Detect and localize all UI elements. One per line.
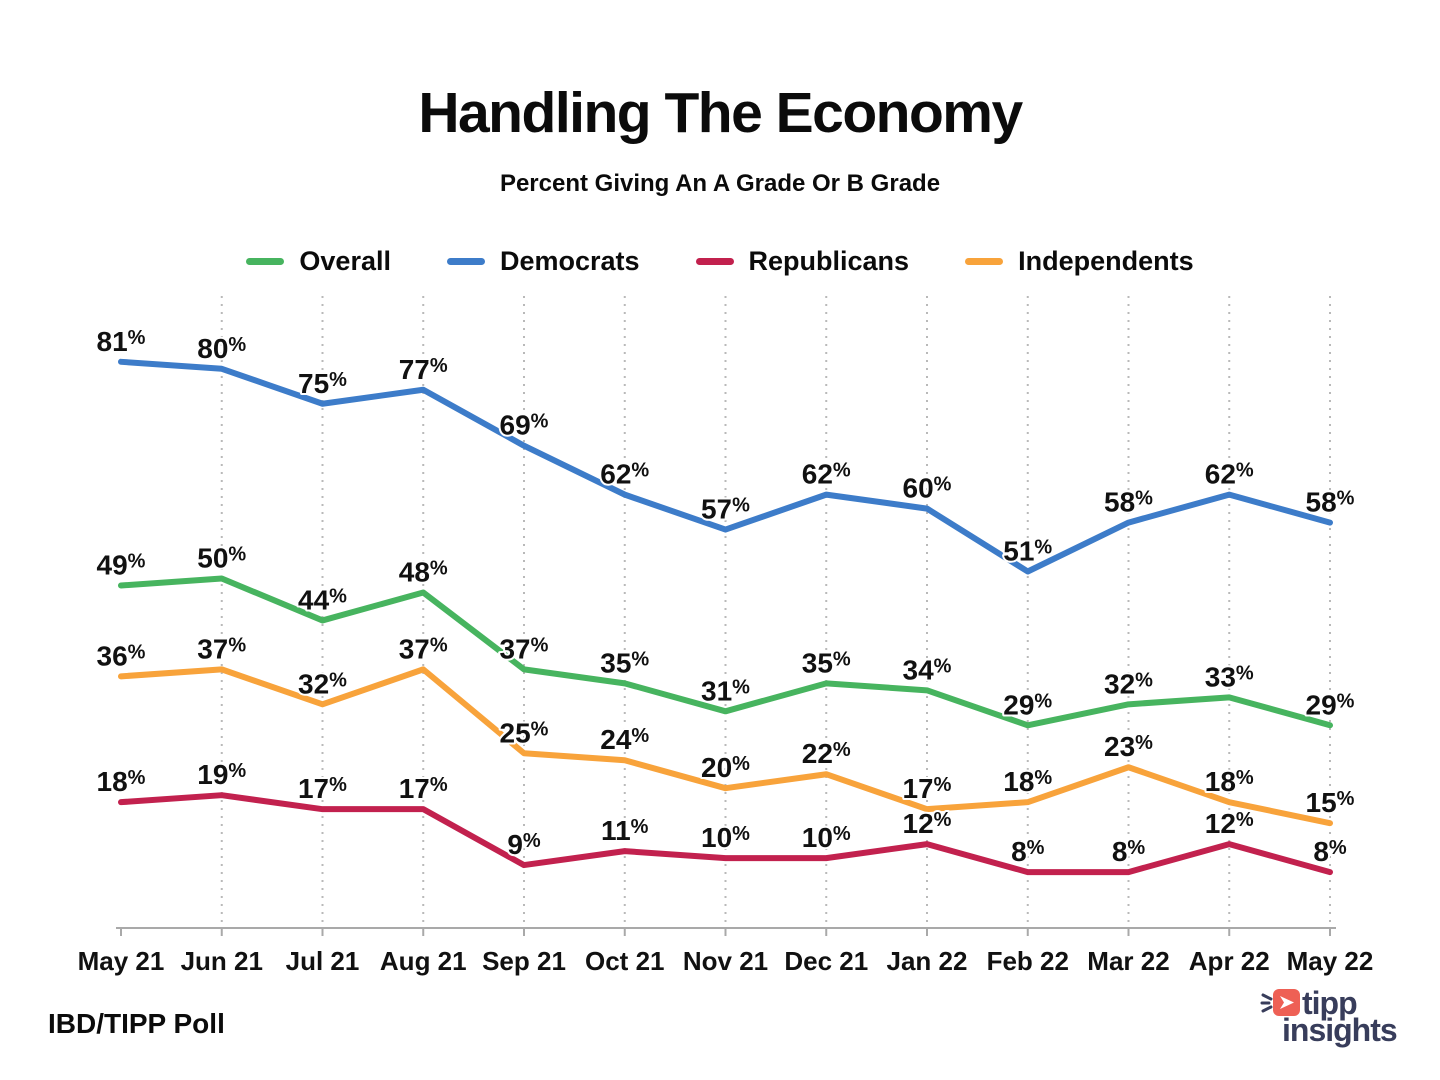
data-label: 35%: [600, 647, 649, 678]
legend-item-democrats: Democrats: [446, 246, 640, 277]
data-label: 37%: [500, 633, 549, 664]
data-label: 22%: [802, 738, 851, 769]
data-label: 8%: [1112, 836, 1146, 867]
brand-logo: tipp insights: [1260, 986, 1410, 1046]
data-label: 35%: [802, 647, 851, 678]
series-line-republicans: [118, 792, 1333, 876]
x-axis-label: Oct 21: [585, 946, 665, 976]
brand-name-bottom: insights: [1282, 1012, 1398, 1048]
data-label: 8%: [1313, 836, 1347, 867]
legend-dash-icon: [446, 258, 485, 265]
data-label: 32%: [298, 668, 347, 699]
data-label: 44%: [298, 584, 347, 615]
source-label: IBD/TIPP Poll: [48, 1008, 225, 1039]
legend-dash-icon: [695, 258, 734, 265]
data-label: 58%: [1104, 487, 1153, 518]
x-axis-label: Feb 22: [987, 946, 1069, 976]
series-labels-independents: 36% 37% 32% 37% 25% 24% 20% 22% 17% 18% 23% 18% 15%: [95, 631, 1357, 820]
data-label: 34%: [903, 654, 952, 685]
legend-item-republicans: Republicans: [695, 246, 910, 277]
data-label: 20%: [701, 752, 750, 783]
data-label: 58%: [1306, 487, 1355, 518]
data-label: 80%: [197, 333, 246, 364]
brand-name-top: tipp: [1302, 985, 1358, 1021]
data-label: 18%: [1205, 766, 1254, 797]
data-label: 24%: [600, 724, 649, 755]
data-label: 49%: [97, 549, 146, 580]
data-label: 57%: [701, 494, 750, 525]
data-label: 32%: [1104, 668, 1153, 699]
data-label: 50%: [197, 543, 246, 574]
series-line-overall: [118, 575, 1333, 729]
data-label: 29%: [1306, 689, 1355, 720]
data-label: 33%: [1205, 661, 1254, 692]
legend-label: Democrats: [499, 246, 640, 276]
data-label: 19%: [197, 759, 246, 790]
legend-label: Overall: [299, 246, 391, 276]
data-label: 18%: [1003, 766, 1052, 797]
legend-dash-icon: [246, 258, 285, 265]
legend-label: Independents: [1018, 246, 1194, 276]
gridlines: [220, 296, 1331, 928]
series-labels-overall: 49% 50% 44% 48% 37% 35% 31% 35% 34% 29% 32% 33% 29%: [95, 541, 1357, 723]
series-labels-republicans: 18% 19% 17% 17% 9% 11% 10% 10% 12% 8% 8% 12% 8%: [95, 757, 1349, 869]
data-label: 23%: [1104, 731, 1153, 762]
data-label: 17%: [903, 773, 952, 804]
data-label: 81%: [97, 326, 146, 357]
x-axis-label: Jul 21: [286, 946, 360, 976]
data-label: 37%: [197, 633, 246, 664]
data-label: 51%: [1003, 536, 1052, 567]
data-label: 10%: [802, 822, 851, 853]
legend-dash-icon: [965, 258, 1004, 265]
data-label: 10%: [701, 822, 750, 853]
x-axis-labels: May 21 Jun 21 Jul 21 Aug 21 Sep 21 Oct 21 Nov …: [78, 946, 1374, 976]
data-label: 12%: [1205, 808, 1254, 839]
data-label: 12%: [903, 808, 952, 839]
data-label: 62%: [802, 459, 851, 490]
series-line-democrats: [118, 358, 1333, 575]
data-label: 62%: [1205, 459, 1254, 490]
data-label: 11%: [601, 815, 649, 846]
data-label: 62%: [600, 459, 649, 490]
data-label: 25%: [500, 717, 549, 748]
page-title: Handling The Economy: [418, 81, 1023, 145]
chart-legend: Overall Democrats Republicans Independen…: [0, 246, 1440, 277]
x-axis-label: Aug 21: [380, 946, 467, 976]
data-label: 75%: [298, 368, 347, 399]
x-axis-label: May 21: [78, 946, 165, 976]
data-label: 17%: [298, 773, 347, 804]
data-label: 29%: [1003, 689, 1052, 720]
data-label: 15%: [1306, 787, 1355, 818]
data-label: 69%: [500, 410, 549, 441]
x-axis-label: Dec 21: [784, 946, 868, 976]
data-label: 17%: [399, 773, 448, 804]
legend-label: Republicans: [748, 246, 910, 276]
data-label: 8%: [1011, 836, 1045, 867]
x-axis-ticks: [120, 928, 1331, 936]
legend-item-overall: Overall: [246, 246, 391, 277]
data-label: 37%: [399, 633, 448, 664]
page-subtitle: Percent Giving An A Grade Or B Grade: [499, 170, 941, 197]
legend-item-independents: Independents: [965, 246, 1194, 277]
data-label: 48%: [399, 556, 448, 587]
x-axis-label: Sep 21: [482, 946, 566, 976]
data-label: 9%: [507, 829, 541, 860]
data-label: 18%: [97, 766, 146, 797]
data-label: 60%: [903, 473, 952, 504]
x-axis-label: Jun 21: [181, 946, 263, 976]
x-axis-label: May 22: [1287, 946, 1374, 976]
data-label: 77%: [399, 354, 448, 385]
data-label: 31%: [701, 675, 750, 706]
x-axis-label: Apr 22: [1189, 946, 1270, 976]
x-axis-label: Jan 22: [887, 946, 968, 976]
brand-icon: [1260, 989, 1300, 1016]
x-axis-label: Nov 21: [683, 946, 768, 976]
x-axis-label: Mar 22: [1087, 946, 1169, 976]
series-labels-democrats: 81% 80% 75% 77% 69% 62% 57% 62% 60% 51% 58% 62% 58%: [95, 324, 1357, 569]
series-line-independents: [118, 666, 1333, 827]
data-label: 36%: [97, 640, 146, 671]
